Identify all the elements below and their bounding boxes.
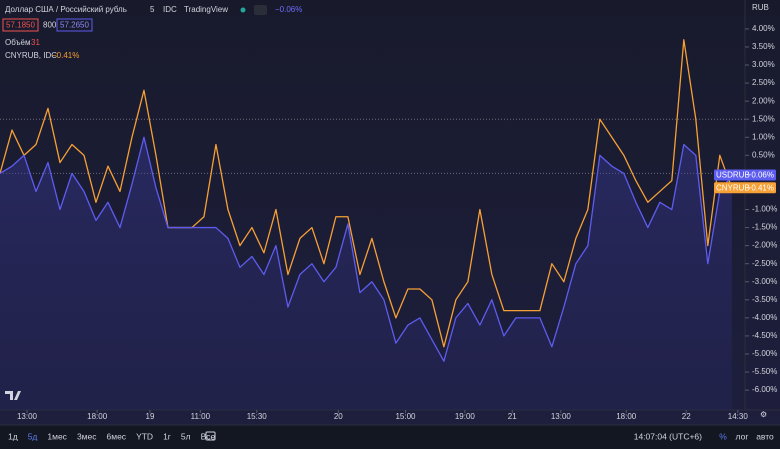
- x-tick-label: 15:30: [247, 412, 268, 421]
- spread: 800: [43, 21, 57, 30]
- range-button[interactable]: 6мес: [107, 431, 127, 441]
- x-tick-label: 19:00: [455, 412, 476, 421]
- ask-box: [56, 18, 93, 32]
- volume-label: Объём: [5, 38, 31, 47]
- y-tick-label: 3.50%: [752, 42, 775, 51]
- range-button[interactable]: 1г: [163, 431, 171, 441]
- compare-change: −0.41%: [52, 51, 79, 60]
- x-tick-label: 21: [508, 412, 517, 421]
- series-line: [0, 39, 733, 348]
- y-tick-label: -3.50%: [752, 295, 777, 304]
- bid-box: [2, 18, 39, 32]
- y-tick-label: -4.00%: [752, 313, 777, 322]
- y-tick-label: -2.00%: [752, 241, 777, 250]
- y-tick-label: 0.50%: [752, 150, 775, 159]
- tv-logo: [5, 391, 21, 400]
- series-line: [0, 136, 733, 362]
- symbol[interactable]: Доллар США / Российский рубль: [5, 5, 127, 14]
- toolbar: 1д 5д 1мес 3мес 6мес YTD 1г 5л Все 14:07:04 (UTC+…: [8, 431, 774, 441]
- ask: 57.2650: [60, 21, 89, 30]
- status-badge: [254, 5, 267, 15]
- axis-option[interactable]: %: [719, 431, 727, 441]
- x-tick-label: 18:00: [616, 412, 637, 421]
- source: IDC: [163, 5, 177, 14]
- x-tick-label: 18:00: [87, 412, 108, 421]
- range-button[interactable]: 1д: [8, 431, 18, 441]
- provider: TradingView: [184, 5, 228, 14]
- price-tag-value: −0.41%: [747, 183, 774, 192]
- price-tag: [714, 169, 776, 181]
- y-tick-label: 1.00%: [752, 132, 775, 141]
- y-tick-label: 1.50%: [752, 114, 775, 123]
- axis-option[interactable]: авто: [756, 431, 774, 441]
- y-tick-label: -1.00%: [752, 205, 777, 214]
- y-tick-label: -2.50%: [752, 259, 777, 268]
- x-tick-label: 20: [334, 412, 343, 421]
- volume: 31: [31, 38, 40, 47]
- range-button[interactable]: 1мес: [47, 431, 67, 441]
- status-dot: [240, 7, 246, 13]
- settings-icon[interactable]: ⚙: [760, 410, 767, 419]
- price-tag: [714, 182, 776, 194]
- price-tag-value: −0.06%: [747, 171, 774, 180]
- range-button[interactable]: 5д: [28, 431, 38, 441]
- x-tick-label: 14:30: [728, 412, 749, 421]
- area: [0, 137, 732, 410]
- legend: Доллар США / Российский рубль 5 IDC Trad…: [2, 5, 302, 60]
- y-tick-label: 3.00%: [752, 60, 775, 69]
- y-tick-label: -6.00%: [752, 385, 777, 394]
- change: −0.06%: [275, 5, 302, 14]
- goto-icon[interactable]: [205, 431, 216, 441]
- y-tick-label: -5.00%: [752, 349, 777, 358]
- x-tick-label: 22: [682, 412, 691, 421]
- y-tick-label: 2.50%: [752, 78, 775, 87]
- x-tick-label: 13:00: [551, 412, 572, 421]
- range-button[interactable]: Все: [201, 431, 216, 441]
- x-tick-label: 19: [146, 412, 155, 421]
- range-button[interactable]: 3мес: [77, 431, 97, 441]
- x-tick-label: 11:00: [191, 412, 211, 421]
- axis-option[interactable]: лог: [736, 431, 749, 441]
- compare-label: CNYRUB, IDC: [5, 51, 57, 60]
- y-tick-label: -5.50%: [752, 367, 777, 376]
- y-tick-label: 2.00%: [752, 96, 775, 105]
- x-tick-label: 13:00: [17, 412, 38, 421]
- price-tag-name: USDRUB: [716, 171, 750, 180]
- x-tick-label: 15:00: [395, 412, 416, 421]
- axis-unit: RUB: [752, 3, 769, 12]
- price-tag-name: CNYRUB: [716, 183, 750, 192]
- range-button[interactable]: 5л: [181, 431, 191, 441]
- y-tick-label: -3.00%: [752, 277, 777, 286]
- clock: 14:07:04 (UTC+6): [634, 431, 702, 441]
- interval: 5: [150, 5, 155, 14]
- y-tick-label: 4.00%: [752, 24, 775, 33]
- bid: 57.1850: [6, 21, 35, 30]
- range-button[interactable]: YTD: [136, 431, 153, 441]
- bottom-toolbar: [0, 425, 780, 449]
- y-tick-label: -1.50%: [752, 223, 777, 232]
- y-tick-label: -4.50%: [752, 331, 777, 340]
